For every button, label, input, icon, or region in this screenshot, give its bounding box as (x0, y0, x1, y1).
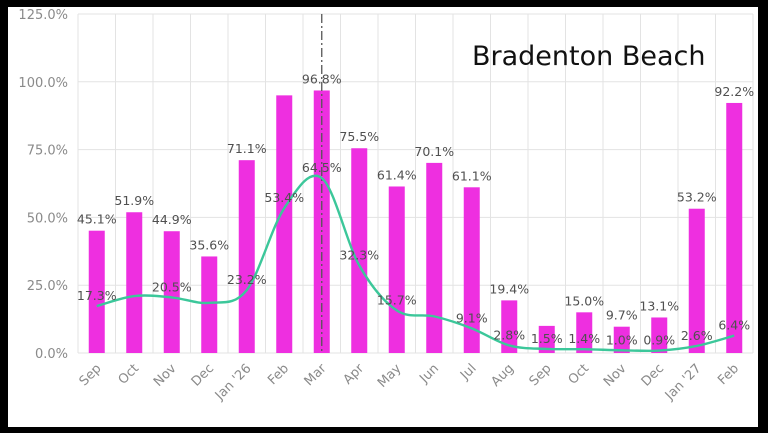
bar (688, 208, 705, 353)
bar-value-label: 51.9% (114, 193, 154, 208)
line-value-label: 20.5% (152, 279, 192, 294)
line-value-label: 1.0% (606, 332, 638, 347)
x-tick-label: Sep (77, 361, 105, 389)
x-tick-label: Nov (601, 361, 630, 390)
x-tick-label: Feb (715, 361, 742, 388)
x-tick-label: Sep (527, 361, 555, 389)
bar (613, 326, 630, 353)
bar (538, 325, 555, 353)
y-tick-label: 25.0% (27, 279, 68, 294)
line-value-label: 23.2% (227, 272, 267, 287)
line-value-label: 0.9% (643, 333, 675, 348)
x-tick-label: Feb (265, 361, 292, 388)
line-value-label: 15.7% (377, 292, 417, 307)
y-tick-label: 0.0% (35, 347, 68, 362)
bar (88, 230, 105, 353)
data-labels: 45.1% 51.9% 44.9% 35.6% 71.1% 96.8% 75.5% 61.4%… (77, 71, 754, 347)
line-value-label: 2.6% (681, 328, 713, 343)
bar (651, 317, 668, 353)
bar-value-label: 9.7% (606, 308, 638, 323)
line-value-label: 6.4% (718, 318, 750, 333)
bar-value-label: 15.0% (564, 293, 604, 308)
y-axis-ticks: 0.0% 25.0% 50.0% 75.0% 100.0% 125.0% (18, 8, 68, 362)
x-tick-label: Aug (489, 361, 518, 390)
line-value-label: 1.4% (568, 331, 600, 346)
bar (388, 186, 405, 353)
bar (426, 162, 443, 353)
line-value-label: 1.5% (531, 331, 563, 346)
line-series (96, 174, 735, 353)
line-value-label: 9.1% (456, 310, 488, 325)
x-tick-label: Jun (416, 361, 442, 387)
bar (238, 160, 255, 353)
bar-value-label: 13.1% (639, 298, 679, 313)
x-tick-label: Jan '27 (662, 361, 705, 404)
bar-value-label: 61.4% (377, 167, 417, 182)
x-tick-label: Oct (116, 361, 143, 388)
x-tick-label: Jan '26 (212, 361, 255, 404)
bar (163, 231, 180, 353)
x-tick-label: Oct (566, 361, 593, 388)
bar (351, 148, 368, 353)
bar (276, 95, 293, 354)
chart-title: Bradenton Beach (472, 41, 705, 72)
x-tick-label: May (375, 361, 405, 391)
bar (576, 312, 593, 353)
bar-value-label: 61.1% (452, 168, 492, 183)
bar (201, 256, 218, 353)
bar (126, 212, 143, 353)
bar-value-label: 53.2% (677, 190, 717, 205)
bar-value-label: 71.1% (227, 141, 267, 156)
x-tick-label: Dec (189, 361, 217, 389)
bar-value-label: 96.8% (302, 71, 342, 86)
x-tick-label: Dec (639, 361, 667, 389)
occupancy-chart: 45.1% 51.9% 44.9% 35.6% 71.1% 96.8% 75.5% 61.4%… (18, 8, 754, 404)
bar-value-label: 70.1% (414, 144, 454, 159)
bar-value-label: 75.5% (339, 129, 379, 144)
line-value-label: 2.8% (493, 327, 525, 342)
y-tick-label: 50.0% (27, 211, 68, 226)
line-value-label: 53.4% (264, 190, 304, 205)
line-path (96, 174, 735, 353)
bar-value-label: 92.2% (714, 84, 754, 99)
y-tick-label: 75.0% (27, 144, 68, 159)
bar-value-label: 44.9% (152, 212, 192, 227)
x-tick-label: Nov (151, 361, 180, 390)
x-tick-label: Apr (341, 361, 368, 388)
bar-value-label: 35.6% (189, 237, 229, 252)
bar-series (88, 90, 743, 354)
line-value-label: 17.3% (77, 288, 117, 303)
chart-frame: 45.1% 51.9% 44.9% 35.6% 71.1% 96.8% 75.5% 61.4%… (8, 7, 758, 427)
y-tick-label: 125.0% (18, 8, 68, 23)
x-tick-label: Mar (302, 361, 330, 389)
bar (463, 187, 480, 353)
x-tick-label: Jul (457, 361, 479, 383)
bar-value-label: 19.4% (489, 281, 529, 296)
line-value-label: 32.3% (339, 247, 379, 262)
bar (501, 300, 518, 353)
line-value-label: 64.5% (302, 160, 342, 175)
y-tick-label: 100.0% (18, 76, 68, 91)
bar (726, 102, 743, 353)
bar-value-label: 45.1% (77, 212, 117, 227)
